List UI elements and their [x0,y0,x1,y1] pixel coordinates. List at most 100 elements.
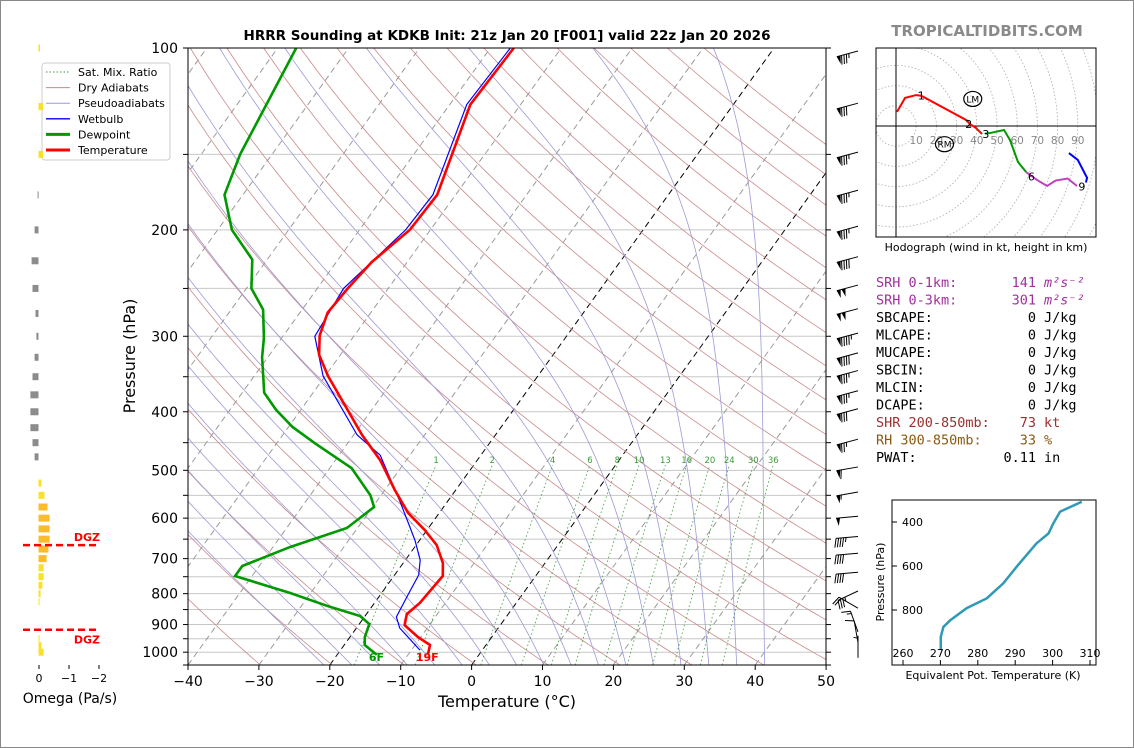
pseudoadiabat [188,365,463,665]
omega-bar [38,44,40,52]
pseudoadiabat [468,48,710,665]
stat-label: MUCAPE: [876,345,933,361]
wind-barb [836,352,859,367]
dry-adiabat [373,48,826,435]
y-tick-label: 800 [151,587,178,603]
dry-adiabat [336,48,826,471]
omega-bar [32,284,39,292]
barb-full [834,538,837,548]
omega-bar [38,573,44,581]
mixing-ratio-line [603,464,666,665]
hodograph-trace [896,94,983,135]
stat-value: 0 [1028,345,1036,361]
barb-shaft [836,535,859,539]
hodograph-ring-label: 30 [950,135,963,147]
wind-barb [836,102,859,117]
y-tick-label: 300 [151,329,178,345]
isotherm-highlight [329,48,775,665]
mixing-ratio-line [721,464,774,665]
hodograph-caption: Hodograph (wind in kt, height in km) [885,241,1088,254]
legend-label: Sat. Mix. Ratio [78,66,158,79]
hodograph-height-label: 6 [1028,171,1035,184]
theta-e-panel: 260 270 280 290 300 310 400 600 800 [891,499,1101,666]
omega-tick-label: 0 [36,672,43,685]
pseudoadiabat [188,323,490,665]
theta-e-x-tick-label: 280 [967,647,988,660]
x-tick-label: 0 [467,674,476,690]
theta-e-x-tick-label: 300 [1042,647,1063,660]
omega-bar [34,453,39,461]
mixing-ratio-label: 36 [768,456,779,466]
isotherm [542,270,826,665]
wind-barb [836,332,859,347]
omega-axis-label: Omega (Pa/s) [23,691,118,707]
watermark: TROPICALTIDBITS.COM [891,22,1083,40]
storm-motion-label: RM [937,141,951,151]
stat-label: SHR 200-850mb: [876,415,990,431]
barb-flag [841,312,846,321]
x-axis-label: Temperature (°C) [437,692,576,711]
pseudoadiabat [188,500,353,665]
omega-bar [32,373,39,381]
isotherm-highlight [471,171,826,665]
barb-flag [836,107,841,117]
theta-e-y-label: Pressure (hPa) [874,543,887,622]
isotherm [188,48,279,174]
omega-bar [38,564,44,572]
barb-flag [836,55,841,64]
isotherm [188,48,491,469]
theta-e-x-tick-label: 270 [930,647,951,660]
dry-adiabat [446,48,826,367]
stat-label: MLCIN: [876,380,925,396]
wind-barb [836,50,859,65]
wetbulb-line [314,48,511,651]
pseudoadiabat [713,48,765,665]
barb-flag [841,288,846,297]
stat-unit: kt [1044,415,1060,431]
skewt-profiles: 19F 6F [223,48,515,664]
barb-half [853,636,859,639]
omega-bar [38,581,43,589]
stat-label: SBCIN: [876,363,925,379]
x-tick-label: −30 [244,674,274,690]
stat-unit: J/kg [1044,310,1077,326]
pseudoadiabat [188,276,517,665]
dewpoint-line [223,48,378,656]
barb-full [841,554,845,564]
barb-full [841,573,845,583]
mixing-ratio-label: 20 [704,456,715,466]
barb-full [834,555,837,565]
mixing-ratio-line [574,464,640,665]
x-tick-label: 30 [675,674,693,690]
barb-full [834,574,837,584]
hodograph-ring-label: 40 [970,135,983,147]
wind-barb [834,552,859,565]
barb-full [839,554,842,564]
mixing-ratio-label: 8 [615,456,620,466]
x-tick-label: 10 [534,674,552,690]
legend-box [41,62,171,161]
barb-full [832,596,840,605]
stat-value: 0 [1028,363,1036,379]
dry-adiabat [263,48,826,544]
omega-bar [38,648,44,656]
wind-barb [834,535,859,548]
pseudoadiabat [188,530,325,665]
barb-shaft [836,515,859,519]
pseudoadiabat [188,160,572,665]
dry-adiabat [188,225,693,665]
wind-barb [836,151,859,166]
isotherm [188,48,633,665]
stat-value: 33 [1020,433,1036,449]
hodograph-ring-label: 70 [1031,135,1044,147]
stat-value: 0 [1028,380,1036,396]
hodograph-height-label: 3 [982,128,989,141]
legend-label: Wetbulb [78,113,123,126]
dry-adiabat [188,165,765,665]
pseudoadiabat [365,48,682,665]
hodograph-height-label: 2 [965,118,972,131]
omega-bar [32,439,39,447]
theta-e-line [939,500,1083,651]
storm-motion-label: LM [966,95,979,105]
